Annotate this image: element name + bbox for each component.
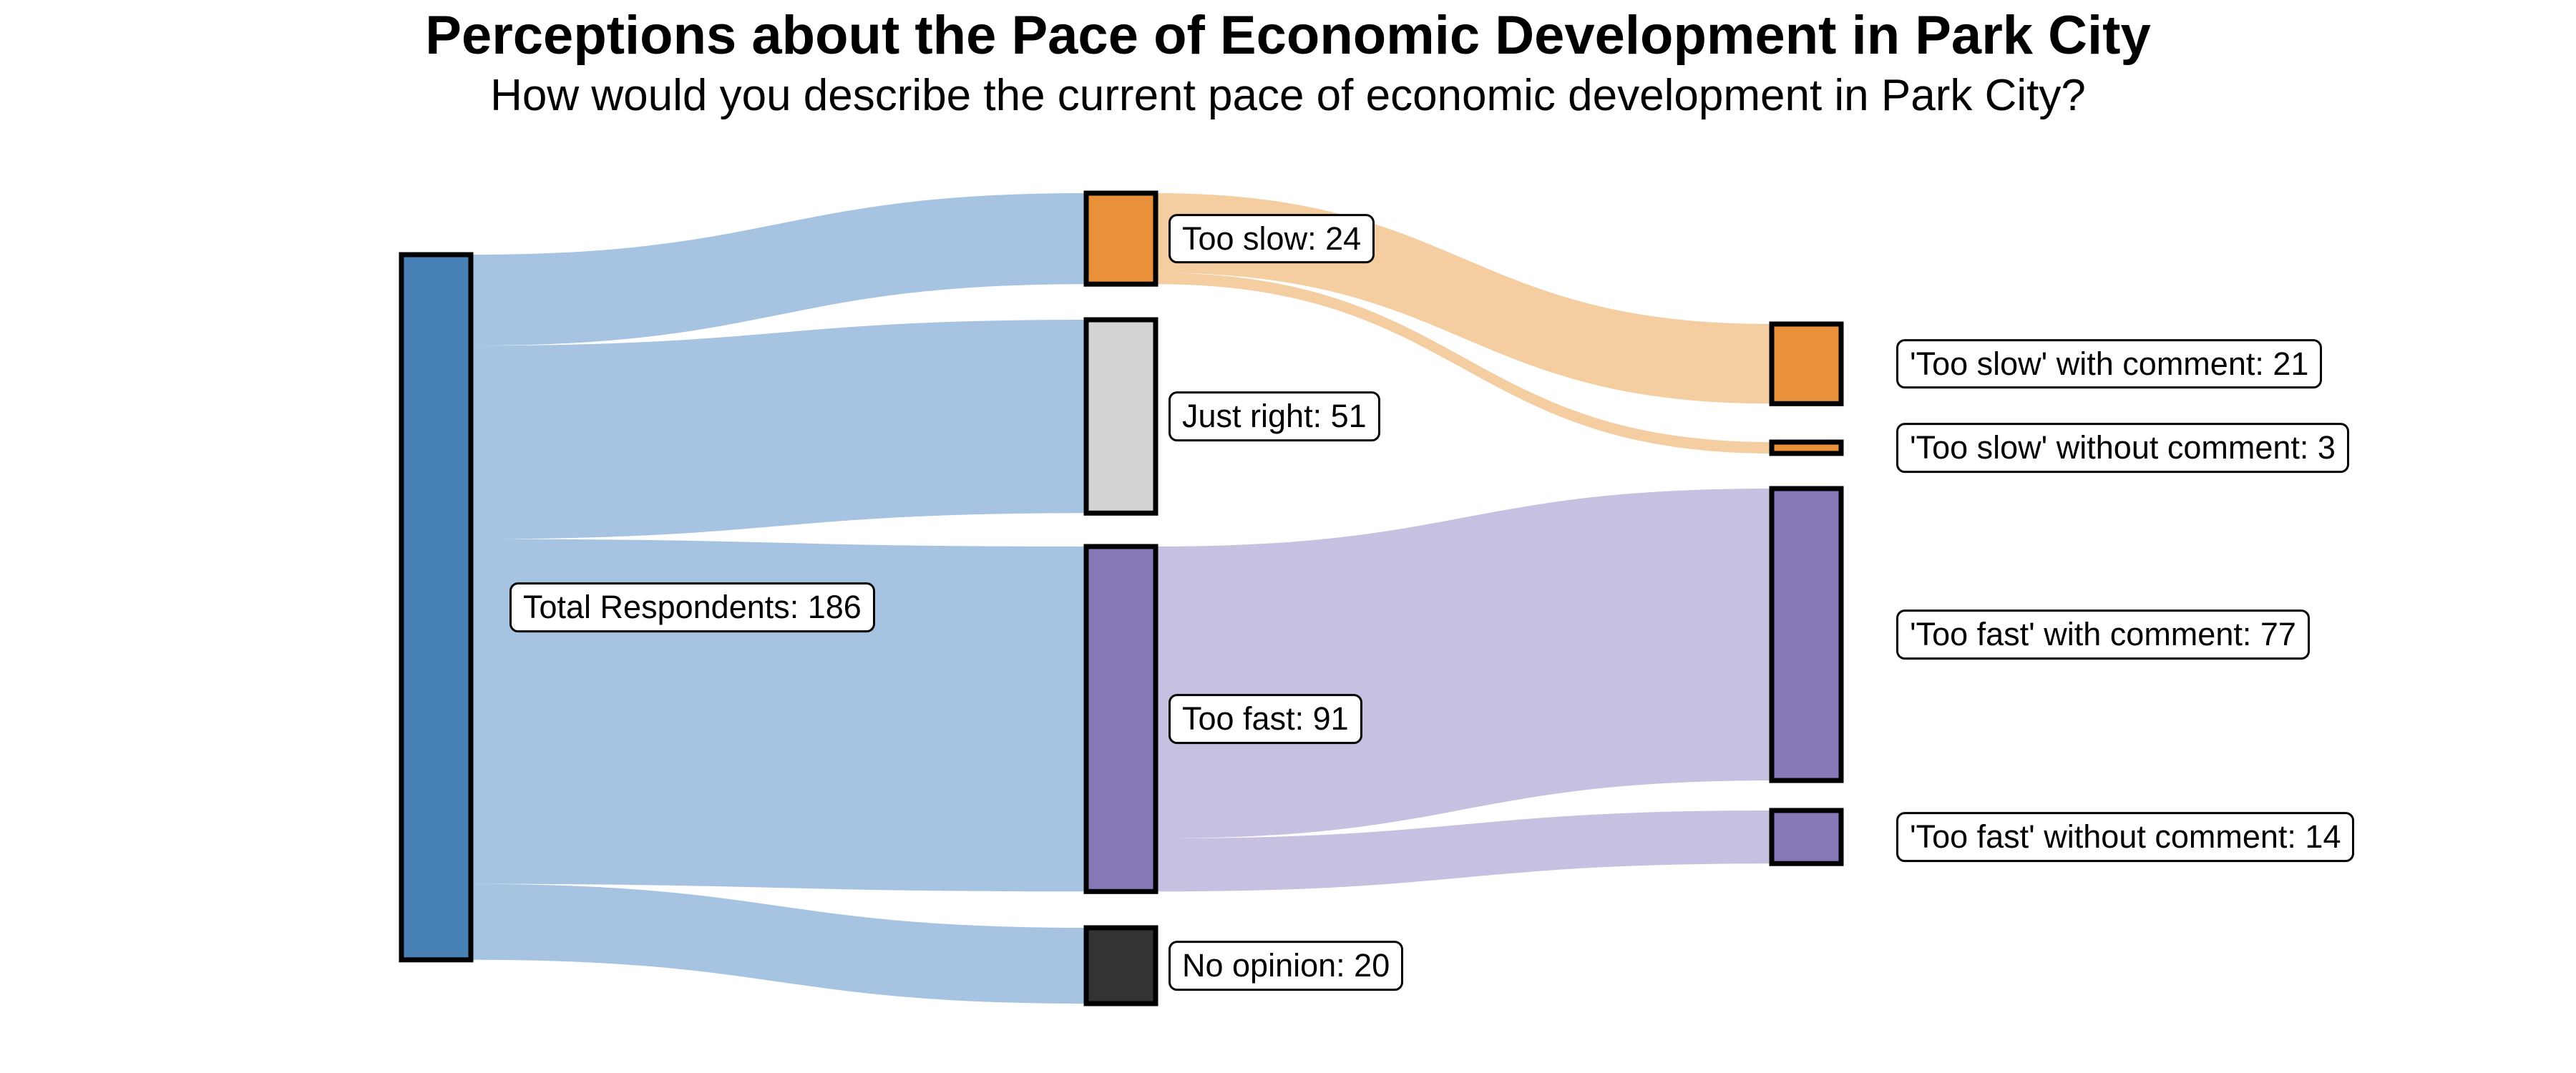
sankey-node-slow_without — [1769, 439, 1844, 456]
sankey-link-total-to-too_fast — [471, 539, 1086, 892]
sankey-node-total — [399, 252, 474, 963]
sankey-link-too_fast-to-fast_with — [1156, 489, 1772, 839]
chart-subtitle: How would you describe the current pace … — [490, 71, 2086, 120]
sankey-node-too_slow — [1083, 190, 1158, 287]
sankey-link-total-to-too_slow — [471, 193, 1086, 346]
sankey-node-no_opinion — [1083, 925, 1158, 1006]
sankey-node-fast_with — [1769, 486, 1844, 783]
sankey-link-total-to-just_right — [471, 320, 1086, 539]
sankey-link-too_slow-to-slow_without — [1156, 273, 1772, 454]
sankey-link-too_fast-to-fast_without — [1156, 810, 1772, 892]
chart-title: Perceptions about the Pace of Economic D… — [425, 5, 2151, 66]
sankey-link-total-to-no_opinion — [471, 883, 1086, 1004]
sankey-node-just_right — [1083, 317, 1158, 516]
sankey-node-slow_with — [1769, 321, 1844, 406]
sankey-node-fast_without — [1769, 808, 1844, 866]
sankey-node-too_fast — [1083, 544, 1158, 894]
sankey-link-too_slow-to-slow_with — [1156, 193, 1772, 404]
